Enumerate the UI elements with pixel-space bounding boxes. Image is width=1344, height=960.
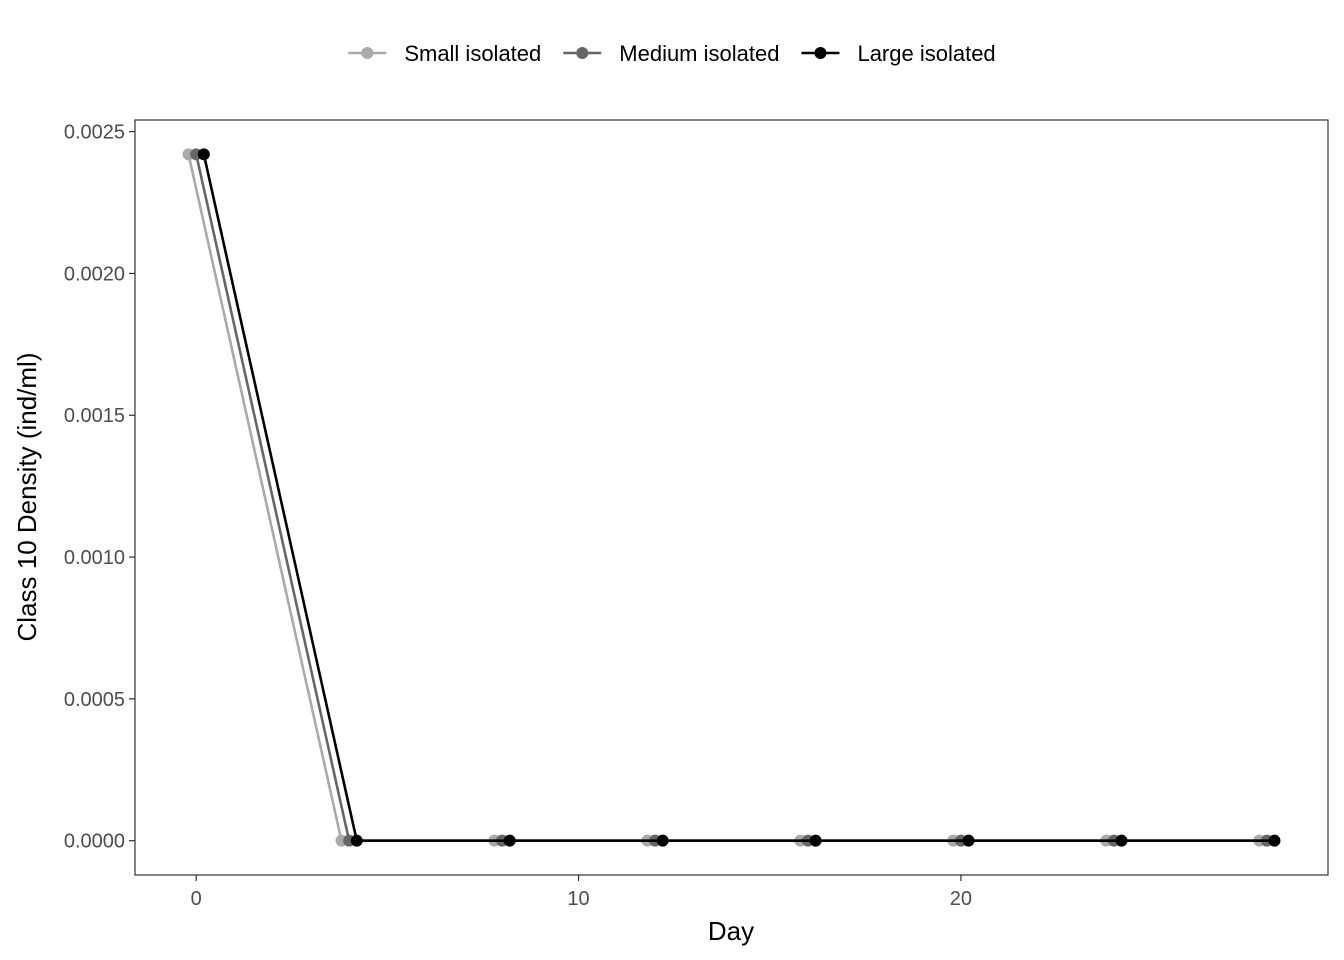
legend-label: Small isolated: [404, 41, 541, 66]
legend-label: Medium isolated: [619, 41, 779, 66]
x-tick-label: 10: [567, 888, 589, 910]
series-0: [182, 148, 1266, 847]
x-tick-label: 20: [950, 888, 972, 910]
series-line: [194, 154, 1267, 842]
legend-label: Large isolated: [857, 41, 995, 66]
data-point: [1268, 834, 1281, 847]
y-tick-label: 0.0020: [64, 263, 125, 285]
y-tick-label: 0.0010: [64, 547, 125, 569]
series-line: [187, 154, 1260, 842]
x-axis-title: Day: [708, 916, 754, 946]
series-layer: [182, 148, 1281, 847]
data-point: [656, 834, 669, 847]
series-1: [190, 148, 1273, 847]
data-point: [809, 834, 822, 847]
x-tick-label: 0: [191, 888, 202, 910]
data-point: [503, 834, 516, 847]
legend-item: Large isolated: [801, 41, 996, 66]
series-2: [197, 148, 1281, 847]
legend-item: Small isolated: [348, 41, 541, 66]
legend-key-point: [814, 47, 827, 59]
data-point: [350, 834, 363, 847]
y-tick-label: 0.0000: [64, 831, 125, 853]
data-point: [1115, 834, 1128, 847]
data-point: [197, 148, 210, 161]
legend-key-point: [576, 47, 589, 59]
y-tick-label: 0.0005: [64, 689, 125, 711]
y-axis-title: Class 10 Density (ind/ml): [12, 353, 42, 642]
y-tick-label: 0.0025: [64, 122, 125, 144]
series-line: [202, 154, 1275, 842]
y-axis: 0.0000 0.0005 0.0010 0.0015 0.0020 0.0025: [64, 122, 135, 853]
legend: Small isolated Medium isolated Large isola…: [348, 41, 996, 66]
y-tick-label: 0.0015: [64, 405, 125, 427]
legend-key-point: [361, 47, 374, 59]
data-point: [962, 834, 975, 847]
plot-panel-border: [134, 119, 1329, 876]
x-axis: 0 10 20: [191, 875, 972, 910]
legend-item: Medium isolated: [563, 41, 779, 66]
